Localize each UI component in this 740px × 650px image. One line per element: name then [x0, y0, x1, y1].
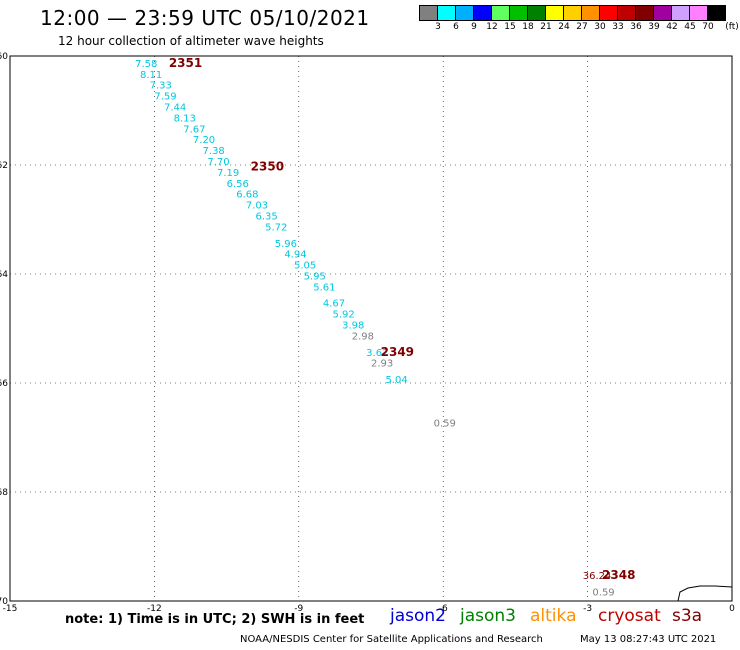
y-tick-label: -66 — [0, 379, 8, 389]
wave-height-value: 4.94 — [284, 250, 306, 261]
wave-height-value: 7.20 — [193, 135, 215, 146]
wave-height-value: 7.58 — [135, 59, 157, 70]
satellite-name: jason2 — [390, 606, 446, 626]
legend-label: 70 — [702, 22, 714, 32]
wave-height-value: 3.62 — [366, 348, 388, 359]
y-tick-label: -60 — [0, 52, 8, 62]
satellite-name: altika — [530, 606, 577, 626]
legend-label: 9 — [471, 22, 477, 32]
wave-height-value: 7.38 — [203, 146, 225, 157]
y-tick-label: -68 — [0, 488, 8, 498]
legend-swatch — [707, 5, 726, 21]
credit-text: NOAA/NESDIS Center for Satellite Applica… — [240, 634, 543, 645]
wave-height-value: 5.92 — [332, 310, 354, 321]
legend-label: 24 — [558, 22, 570, 32]
wave-height-value: 2.93 — [371, 359, 393, 370]
map-title: 12:00 — 23:59 UTC 05/10/2021 — [40, 6, 370, 30]
pass-number: 2350 — [251, 159, 284, 173]
legend-label: 39 — [648, 22, 660, 32]
wave-height-value: 5.95 — [304, 271, 326, 282]
legend-label: 45 — [684, 22, 696, 32]
satellite-name: jason3 — [460, 606, 516, 626]
wave-height-value: 6.56 — [227, 179, 249, 190]
x-tick-label: -3 — [583, 604, 592, 614]
x-tick-label: -9 — [294, 604, 303, 614]
x-tick-label: -6 — [439, 604, 448, 614]
legend-label: 33 — [612, 22, 624, 32]
legend-label: 12 — [486, 22, 498, 32]
legend-label: 42 — [666, 22, 678, 32]
pass-number: 2349 — [381, 345, 414, 359]
wave-height-value: 7.03 — [246, 201, 268, 212]
x-tick-label: 0 — [729, 604, 735, 614]
legend-label: 6 — [453, 22, 459, 32]
wave-height-value: 7.44 — [164, 103, 186, 114]
legend-label: 18 — [522, 22, 534, 32]
wave-height-value: 5.72 — [265, 222, 287, 233]
legend-label: 21 — [540, 22, 552, 32]
y-tick-label: -70 — [0, 597, 8, 607]
wave-height-value: 3.98 — [342, 321, 364, 332]
pass-number: 2351 — [169, 56, 202, 70]
legend-label: 36 — [630, 22, 642, 32]
legend-label: 27 — [576, 22, 588, 32]
wave-height-value: 7.67 — [183, 124, 205, 135]
color-legend — [419, 5, 726, 21]
wave-height-value: 36.24 — [583, 571, 612, 582]
wave-height-value: 5.96 — [275, 239, 297, 250]
map-subtitle: 12 hour collection of altimeter wave hei… — [58, 34, 324, 48]
legend-label: 30 — [594, 22, 606, 32]
satellite-name: cryosat — [598, 606, 661, 626]
wave-height-value: 8.11 — [140, 70, 162, 81]
wave-height-value: 5.61 — [313, 282, 335, 293]
units-note: note: 1) Time is in UTC; 2) SWH is in fe… — [65, 612, 365, 627]
timestamp-text: May 13 08:27:43 UTC 2021 — [580, 634, 717, 645]
wave-height-value: 7.19 — [217, 168, 239, 179]
legend-label: 3 — [435, 22, 441, 32]
wave-height-value: 7.59 — [154, 92, 176, 103]
x-tick-label: -15 — [3, 604, 18, 614]
y-tick-label: -62 — [0, 161, 8, 171]
wave-height-value: 6.35 — [255, 212, 277, 223]
wave-height-value: 8.13 — [174, 113, 196, 124]
coastline — [677, 585, 733, 602]
legend-label: 15 — [504, 22, 516, 32]
wave-height-value: 0.59 — [434, 419, 456, 430]
x-tick-label: -12 — [147, 604, 162, 614]
satellite-name: s3a — [672, 606, 703, 626]
legend-label: (ft) — [725, 22, 739, 32]
wave-height-value: 6.68 — [236, 190, 258, 201]
wave-height-value: 2.98 — [352, 331, 374, 342]
legend-labels: 3 6 9 12 15 18 21 24 27 30 33 36 39 42 45 70 (ft) — [420, 22, 740, 36]
wave-height-value: 5.05 — [294, 261, 316, 272]
map-frame — [9, 55, 733, 602]
wave-height-value: 5.04 — [385, 375, 407, 386]
y-tick-label: -64 — [0, 270, 8, 280]
wave-height-value: 7.70 — [207, 157, 229, 168]
pass-number: 2348 — [602, 568, 635, 582]
wave-height-value: 0.59 — [592, 588, 614, 599]
wave-height-value: 7.33 — [150, 81, 172, 92]
wave-height-value: 4.67 — [323, 299, 345, 310]
